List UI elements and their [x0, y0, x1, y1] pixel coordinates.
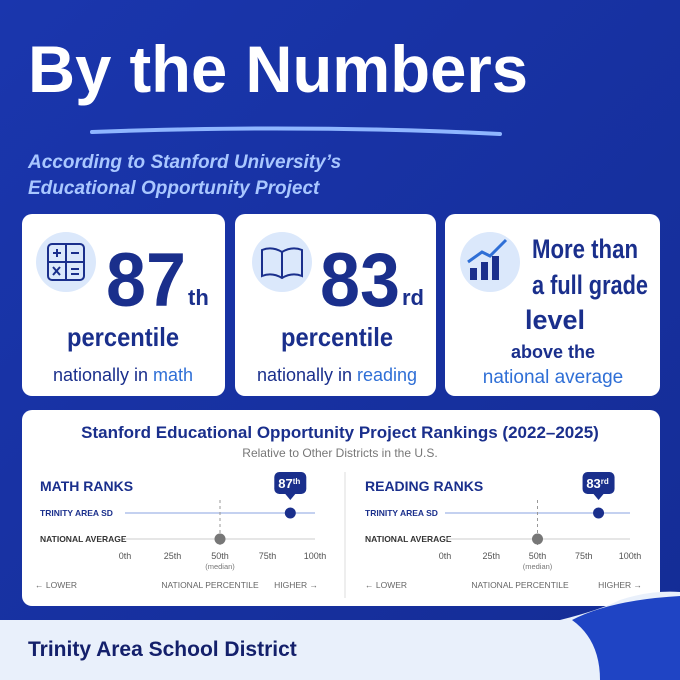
axis-title: NATIONAL PERCENTILE: [161, 580, 259, 590]
card-line: percentile: [67, 322, 179, 352]
text: nationally in: [257, 365, 352, 385]
x-tick-label: 25th: [164, 551, 182, 561]
footer-accent: [572, 596, 680, 680]
median-note: (median): [205, 562, 235, 571]
chart-title: MATH RANKS: [40, 478, 133, 494]
x-tick-label: 50th: [211, 551, 229, 561]
card-suffix: rd: [402, 285, 424, 310]
footer-text: Trinity Area School District: [28, 638, 297, 661]
book-icon: [261, 247, 303, 280]
card-line: percentile: [281, 322, 393, 352]
row-label: TRINITY AREA SD: [365, 508, 438, 518]
x-tick-label: 75th: [259, 551, 277, 561]
median-note: (median): [523, 562, 553, 571]
chart-title: READING RANKS: [365, 478, 483, 494]
row-label: TRINITY AREA SD: [40, 508, 113, 518]
growth-icon: [467, 238, 508, 280]
badge: [582, 472, 615, 494]
underline: [90, 126, 502, 136]
subtitle: Educational Opportunity Project: [28, 178, 320, 199]
x-tick-label: 100th: [619, 551, 642, 561]
badge: [274, 472, 307, 494]
badge-suffix: th: [293, 477, 301, 486]
rankings-panel: [22, 410, 660, 606]
card-line: a full grade: [532, 270, 648, 300]
title: By the Numbers: [28, 32, 528, 106]
card-suffix: th: [188, 285, 209, 310]
axis-high: HIGHER →: [598, 580, 642, 590]
dot: [284, 507, 296, 519]
dot: [593, 507, 605, 519]
highlight: reading: [357, 365, 417, 385]
highlight: math: [153, 365, 193, 385]
rankings-title: Stanford Educational Opportunity Project…: [81, 423, 599, 442]
text: nationally in: [53, 365, 148, 385]
rankings-subtitle: Relative to Other Districts in the U.S.: [242, 446, 437, 460]
badge-pointer: [285, 494, 296, 500]
dot: [532, 533, 543, 545]
card-line: above the: [511, 342, 595, 362]
x-tick-label: 50th: [529, 551, 547, 561]
x-tick-label: 100th: [304, 551, 327, 561]
x-tick-label: 0th: [439, 551, 452, 561]
axis-low: ← LOWER: [365, 580, 407, 590]
card-line: level: [525, 305, 585, 335]
x-tick-label: 75th: [575, 551, 593, 561]
card-number: 87: [106, 238, 186, 323]
x-tick-label: 25th: [482, 551, 500, 561]
badge-pointer: [593, 494, 604, 500]
row-label: NATIONAL AVERAGE: [40, 534, 127, 544]
card-line: More than: [532, 234, 638, 264]
badge-value: 87: [278, 476, 292, 491]
badge-label: 87th: [278, 476, 300, 491]
card-line: nationally in math: [53, 365, 193, 385]
axis-low: ← LOWER: [35, 580, 77, 590]
badge-value: 83: [586, 476, 600, 491]
card-number: 83: [320, 238, 400, 323]
badge-label: 83rd: [586, 476, 609, 491]
subtitle: According to Stanford University’s: [27, 152, 341, 173]
axis-title: NATIONAL PERCENTILE: [471, 580, 569, 590]
row-label: NATIONAL AVERAGE: [365, 534, 452, 544]
dot: [214, 533, 226, 545]
card-line: nationally in reading: [257, 365, 417, 385]
badge-suffix: rd: [601, 477, 609, 486]
x-tick-label: 0th: [119, 551, 132, 561]
footer-band: [0, 591, 680, 680]
highlight: national average: [483, 367, 624, 388]
axis-high: HIGHER →: [274, 580, 318, 590]
calculator-icon: [47, 243, 85, 281]
